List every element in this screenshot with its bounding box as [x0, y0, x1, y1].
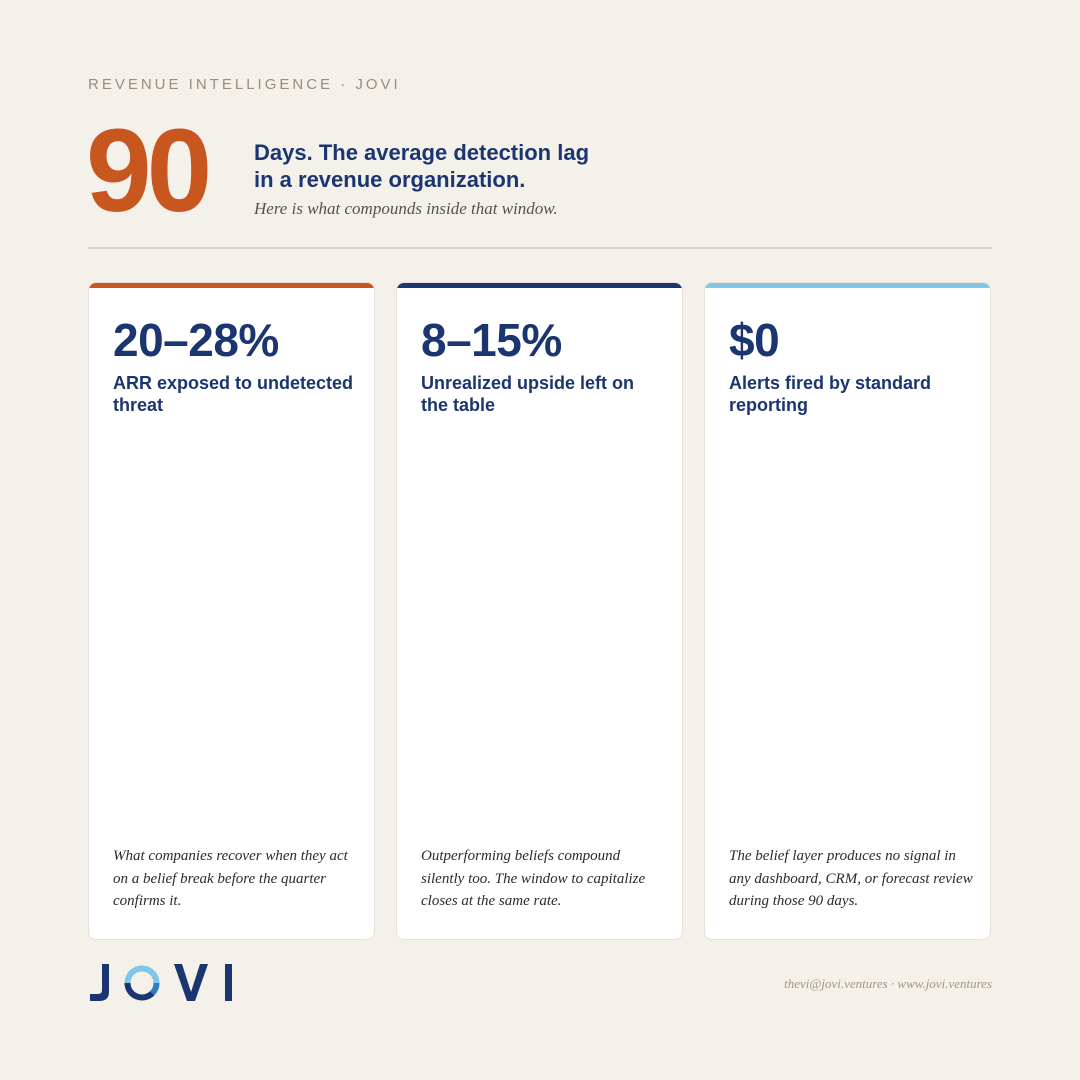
jovi-logo	[90, 964, 232, 1001]
card-label: ARR exposed to undetected threat	[113, 373, 354, 415]
hero-subline: Here is what compounds inside that windo…	[254, 199, 558, 218]
card-body: Outperforming beliefs compound silently …	[421, 848, 646, 909]
card-label: Unrealized upside left on the table	[421, 373, 635, 415]
eyebrow-label: REVENUE INTELLIGENCE · JOVI	[88, 76, 401, 93]
stat-card-alerts-fired: $0 Alerts fired by standard reporting Th…	[704, 282, 991, 940]
card-stat: 20–28%	[113, 314, 279, 366]
card-accent-bar	[705, 283, 990, 288]
hero-headline: Days. The average detection lag in a rev…	[254, 140, 590, 192]
stat-card-arr-exposed: 20–28% ARR exposed to undetected threat …	[88, 282, 375, 940]
card-stat: 8–15%	[421, 314, 562, 366]
hero-text-block: Days. The average detection lag in a rev…	[254, 139, 589, 219]
contact-info: thevi@jovi.ventures · www.jovi.ventures	[784, 976, 992, 991]
logo-letter-i	[225, 964, 232, 1001]
card-stat: $0	[729, 314, 780, 366]
stat-card-unrealized-upside: 8–15% Unrealized upside left on the tabl…	[396, 282, 683, 940]
circular-o-ring-icon	[124, 965, 160, 1001]
card-body: The belief layer produces no signal in a…	[729, 848, 973, 909]
card-accent-bar	[89, 283, 374, 288]
hero-number: 90	[86, 105, 212, 237]
card-body: What companies recover when they act on …	[113, 848, 348, 909]
card-label: Alerts fired by standard reporting	[729, 373, 932, 415]
section-divider	[88, 247, 992, 249]
logo-letter-j	[90, 964, 109, 1001]
logo-letter-v	[174, 964, 208, 1001]
card-accent-bar	[397, 283, 682, 288]
